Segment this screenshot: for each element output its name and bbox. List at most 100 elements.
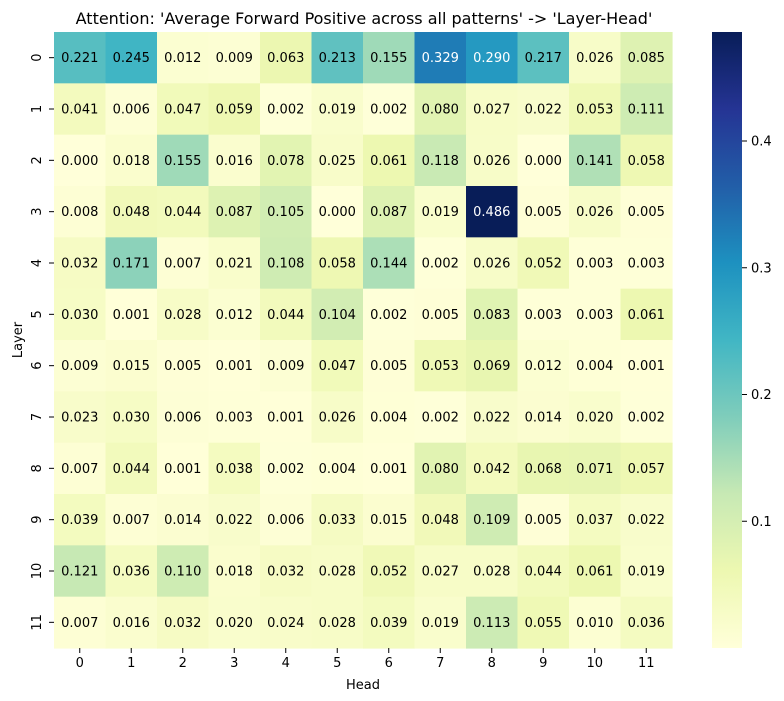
- cell-value-label: 0.003: [576, 308, 613, 323]
- heatmap-cell: [363, 83, 416, 136]
- cell-value-label: 0.118: [422, 154, 459, 169]
- cell-value-label: 0.113: [473, 616, 510, 631]
- y-tick-label: 6: [30, 362, 45, 370]
- cell-value-label: 0.052: [525, 257, 562, 272]
- heatmap-cell: [208, 494, 261, 546]
- heatmap-cell: [414, 391, 467, 444]
- cell-value-label: 0.044: [525, 565, 562, 580]
- heatmap-cell: [260, 442, 313, 495]
- cell-value-label: 0.087: [216, 205, 253, 220]
- x-tick-label: 11: [638, 656, 655, 671]
- cell-value-label: 0.042: [473, 462, 510, 477]
- heatmap-cell: [105, 237, 158, 290]
- heatmap-cell: [620, 545, 673, 598]
- cell-value-label: 0.085: [628, 51, 665, 66]
- cell-value-label: 0.028: [473, 565, 510, 580]
- cell-value-label: 0.069: [473, 359, 510, 374]
- heatmap-cell: [466, 134, 519, 187]
- cell-value-label: 0.052: [370, 565, 407, 580]
- cell-value-label: 0.003: [628, 257, 665, 272]
- heatmap-cell: [363, 288, 416, 341]
- heatmap-cell: [414, 186, 467, 238]
- heatmap-cell: [363, 391, 416, 444]
- cell-value-label: 0.007: [61, 462, 98, 477]
- heatmap-cell: [620, 596, 673, 649]
- cell-value-label: 0.055: [525, 616, 562, 631]
- y-tick-label: 7: [30, 413, 45, 421]
- cell-value-label: 0.041: [61, 103, 98, 118]
- cell-value-label: 0.047: [319, 359, 356, 374]
- cell-value-label: 0.020: [576, 411, 613, 426]
- heatmap-cell: [54, 391, 107, 444]
- cell-value-label: 0.061: [370, 154, 407, 169]
- cell-value-label: 0.006: [267, 513, 304, 528]
- heatmap-cell: [569, 340, 622, 392]
- heatmap-cell: [208, 545, 261, 598]
- y-axis-ticks: 0 1 2 3 4 5 6 7 8 9 10 11: [30, 54, 54, 631]
- cell-value-label: 0.058: [628, 154, 665, 169]
- heatmap-cell: [157, 288, 210, 341]
- heatmap-cell: [260, 340, 313, 392]
- heatmap-cell: [260, 288, 313, 341]
- cell-value-label: 0.109: [473, 513, 510, 528]
- cell-value-label: 0.217: [525, 51, 562, 66]
- cell-value-label: 0.026: [576, 51, 613, 66]
- x-tick-label: 2: [179, 656, 187, 671]
- cell-value-label: 0.059: [216, 103, 253, 118]
- heatmap-cell: [311, 340, 364, 392]
- heatmap-cell: [363, 237, 416, 290]
- heatmap-cell: [363, 32, 416, 84]
- cell-value-label: 0.245: [113, 51, 150, 66]
- heatmap-cell: [517, 391, 570, 444]
- heatmap-cell: [208, 32, 261, 84]
- y-tick-label: 3: [30, 208, 45, 216]
- heatmap-cell: [620, 288, 673, 341]
- heatmap-cell: [105, 340, 158, 392]
- cell-value-label: 0.026: [319, 411, 356, 426]
- cell-value-label: 0.329: [422, 51, 459, 66]
- cell-value-label: 0.004: [576, 359, 613, 374]
- heatmap-cell: [311, 494, 364, 546]
- cell-value-label: 0.001: [113, 308, 150, 323]
- heatmap-cell: [157, 186, 210, 238]
- heatmap-cell: [414, 237, 467, 290]
- heatmap-cell: [414, 545, 467, 598]
- x-tick-label: 9: [539, 656, 547, 671]
- heatmap-cell: [414, 288, 467, 341]
- y-tick-label: 8: [30, 464, 45, 472]
- cell-value-label: 0.044: [164, 205, 201, 220]
- cell-value-label: 0.141: [576, 154, 613, 169]
- cell-value-label: 0.015: [370, 513, 407, 528]
- cell-value-label: 0.078: [267, 154, 304, 169]
- cell-value-label: 0.026: [576, 205, 613, 220]
- heatmap-cell: [517, 596, 570, 649]
- heatmap-cell: [569, 545, 622, 598]
- cell-value-label: 0.030: [113, 411, 150, 426]
- heatmap-cell: [569, 237, 622, 290]
- cell-value-label: 0.007: [113, 513, 150, 528]
- heatmap-cell: [54, 340, 107, 392]
- cell-value-label: 0.290: [473, 51, 510, 66]
- colorbar-tick-label: 0.3: [751, 261, 772, 276]
- heatmap-cell: [208, 237, 261, 290]
- cell-value-label: 0.000: [525, 154, 562, 169]
- cell-value-label: 0.024: [267, 616, 304, 631]
- heatmap-cell: [363, 545, 416, 598]
- cell-value-label: 0.005: [370, 359, 407, 374]
- cell-value-label: 0.025: [319, 154, 356, 169]
- heatmap-cell: [54, 134, 107, 187]
- heatmap-cell: [517, 442, 570, 495]
- x-tick-label: 4: [282, 656, 290, 671]
- cell-value-label: 0.026: [473, 257, 510, 272]
- cell-value-label: 0.037: [576, 513, 613, 528]
- heatmap-cell: [466, 237, 519, 290]
- heatmap-cell: [569, 32, 622, 84]
- heatmap-cell: [311, 32, 364, 84]
- heatmap-cell: [569, 83, 622, 136]
- heatmap-cell: [105, 134, 158, 187]
- cell-value-label: 0.022: [216, 513, 253, 528]
- cell-value-label: 0.019: [422, 616, 459, 631]
- heatmap-cell: [54, 442, 107, 495]
- cell-value-label: 0.032: [267, 565, 304, 580]
- heatmap-cell: [466, 32, 519, 84]
